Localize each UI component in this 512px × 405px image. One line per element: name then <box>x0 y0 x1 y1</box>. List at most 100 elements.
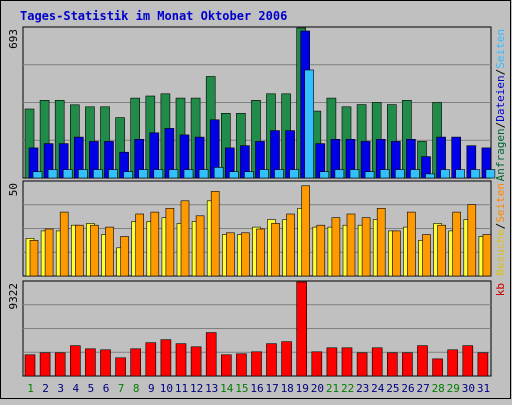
series-legend: Anfragen/Dateien/Seiten <box>494 29 507 181</box>
bar <box>394 169 405 179</box>
bar <box>425 173 435 179</box>
bar <box>455 169 466 179</box>
bar <box>93 169 103 179</box>
bar <box>316 224 326 277</box>
bar <box>236 353 247 377</box>
chart-title: Tages-Statistik im Monat Oktober 2006 <box>20 9 287 23</box>
bar <box>271 223 280 277</box>
bar <box>470 169 481 179</box>
bar <box>32 171 43 179</box>
series-kb <box>24 281 489 377</box>
bar <box>379 169 390 179</box>
legend-entry: Dateien <box>494 75 507 121</box>
y-axis-max-label: 693 <box>7 29 20 49</box>
bar <box>286 213 295 277</box>
x-tick-label: 25 <box>386 382 399 395</box>
x-tick-label: 8 <box>133 382 140 395</box>
x-tick-label: 16 <box>250 382 263 395</box>
y-axis-max-label: 50 <box>7 183 20 196</box>
bar <box>241 232 250 277</box>
bar <box>296 281 308 377</box>
bar <box>150 211 160 277</box>
bar <box>160 339 172 377</box>
bar <box>376 208 386 277</box>
bar <box>130 348 141 377</box>
chart-panel-3: 9322 kb <box>7 280 507 377</box>
bar <box>440 169 450 179</box>
legend-entry: Seiten <box>494 183 507 223</box>
bar <box>259 169 269 179</box>
bar <box>361 217 371 277</box>
bar <box>165 208 175 277</box>
bar <box>54 352 66 377</box>
bar <box>168 169 179 179</box>
bar <box>120 236 129 277</box>
bar <box>175 343 187 377</box>
bar <box>274 169 284 179</box>
bar <box>183 169 194 179</box>
x-tick-label: 3 <box>57 382 64 395</box>
bar <box>410 169 420 179</box>
bar <box>205 332 217 377</box>
bar <box>229 171 239 179</box>
bar <box>289 169 299 179</box>
x-tick-label: 9 <box>148 382 155 395</box>
bar <box>135 213 144 277</box>
x-tick-label: 10 <box>160 382 173 395</box>
bar <box>402 352 413 377</box>
legend-entry: / <box>494 122 507 129</box>
x-tick-label: 24 <box>371 382 385 395</box>
bar <box>251 351 262 377</box>
x-tick-label: 15 <box>235 382 248 395</box>
bar <box>108 169 118 179</box>
chart-panel-2: 50 Besuche/Seiten <box>7 180 507 277</box>
x-tick-label: 7 <box>118 382 125 395</box>
bar <box>47 169 58 179</box>
series-dateien <box>28 30 492 179</box>
x-tick-label: 14 <box>220 382 234 395</box>
x-tick-label: 28 <box>432 382 445 395</box>
bar <box>371 347 383 377</box>
x-tick-label: 30 <box>462 382 475 395</box>
bar <box>195 215 205 277</box>
bar <box>364 171 375 179</box>
x-tick-label: 6 <box>103 382 110 395</box>
bar <box>153 169 164 179</box>
bar <box>39 352 51 377</box>
bar <box>386 352 398 377</box>
x-tick-label: 21 <box>326 382 339 395</box>
legend-entry: Anfragen <box>494 128 507 181</box>
bar <box>304 69 315 179</box>
bar <box>78 169 88 179</box>
x-tick-label: 31 <box>477 382 490 395</box>
x-tick-label: 26 <box>401 382 414 395</box>
bar <box>391 230 401 277</box>
x-tick-label: 17 <box>265 382 278 395</box>
x-tick-label: 12 <box>190 382 203 395</box>
bar <box>221 354 232 377</box>
series-seiten <box>32 69 496 179</box>
x-tick-label: 20 <box>311 382 324 395</box>
bar <box>485 169 496 179</box>
bar <box>331 217 341 277</box>
bar <box>319 171 330 179</box>
x-tick-label: 1 <box>27 382 34 395</box>
bar <box>138 169 148 179</box>
bar <box>482 234 492 277</box>
bar <box>145 342 157 377</box>
bar <box>462 345 474 377</box>
bar <box>115 357 126 377</box>
legend-entry: / <box>494 69 507 76</box>
bar <box>301 185 311 277</box>
legend-entry: Seiten <box>494 29 507 69</box>
bar <box>70 345 81 377</box>
bar <box>334 169 345 179</box>
x-tick-label: 5 <box>88 382 95 395</box>
x-tick-label: 29 <box>447 382 460 395</box>
bar <box>213 167 224 179</box>
x-tick-label: 13 <box>205 382 218 395</box>
bar <box>447 349 459 377</box>
x-tick-label: 18 <box>281 382 294 395</box>
